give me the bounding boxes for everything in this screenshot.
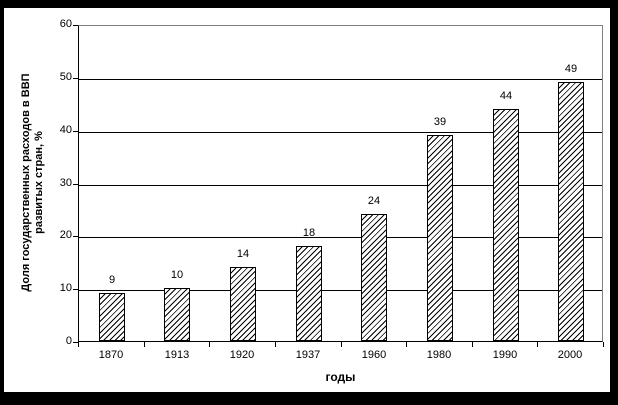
- bar-value-label-1980: 39: [433, 116, 447, 128]
- y-axis-title-line-1: Доля государственных расходов в ВВП: [20, 73, 32, 292]
- chart-canvas: Доля государственных расходов в ВВП разв…: [4, 8, 610, 392]
- y-tick-mark-20: [73, 236, 78, 237]
- bar-2000: [558, 82, 584, 341]
- y-tick-label-50: 50: [59, 71, 72, 83]
- bar-1870: [99, 293, 125, 341]
- plot-area: 9 10 14 18 24 39 44 49: [78, 25, 603, 342]
- x-tick-mark-6: [472, 342, 473, 347]
- bar-1920: [230, 267, 256, 341]
- x-tick-mark-7: [537, 342, 538, 347]
- bar-1960: [361, 214, 387, 341]
- x-tick-mark-0: [78, 342, 79, 347]
- x-tick-mark-1: [144, 342, 145, 347]
- x-tick-mark-5: [406, 342, 407, 347]
- bar-value-label-1920: 14: [236, 248, 250, 260]
- bar-1980: [427, 135, 453, 341]
- x-tick-label-1913: 1913: [164, 349, 190, 361]
- y-tick-label-10: 10: [59, 282, 72, 294]
- y-tick-mark-60: [73, 25, 78, 26]
- x-tick-label-1960: 1960: [361, 349, 387, 361]
- gridline-20: [79, 237, 602, 239]
- x-tick-mark-3: [275, 342, 276, 347]
- y-tick-mark-0: [73, 342, 78, 343]
- y-tick-label-40: 40: [59, 124, 72, 136]
- x-tick-label-1920: 1920: [229, 349, 255, 361]
- bar-1990: [493, 109, 519, 341]
- bar-1913: [164, 288, 190, 341]
- y-tick-label-60: 60: [59, 18, 72, 30]
- y-tick-label-0: 0: [65, 335, 72, 347]
- x-tick-label-2000: 2000: [557, 349, 583, 361]
- x-tick-label-1990: 1990: [492, 349, 518, 361]
- gridline-40: [79, 131, 602, 133]
- bar-value-label-1870: 9: [108, 274, 116, 286]
- bar-value-label-1913: 10: [170, 269, 184, 281]
- bar-value-label-2000: 49: [564, 63, 578, 75]
- x-tick-label-1980: 1980: [426, 349, 452, 361]
- y-tick-mark-30: [73, 184, 78, 185]
- bar-value-label-1960: 24: [367, 195, 381, 207]
- y-tick-label-20: 20: [59, 229, 72, 241]
- x-tick-label-1870: 1870: [98, 349, 124, 361]
- bar-1937: [296, 246, 322, 341]
- y-tick-mark-50: [73, 78, 78, 79]
- y-tick-label-30: 30: [59, 177, 72, 189]
- x-tick-mark-8: [603, 342, 604, 347]
- x-tick-label-1937: 1937: [295, 349, 321, 361]
- y-tick-mark-40: [73, 131, 78, 132]
- bar-value-label-1937: 18: [302, 227, 316, 239]
- x-tick-mark-4: [341, 342, 342, 347]
- x-tick-mark-2: [209, 342, 210, 347]
- y-tick-mark-10: [73, 289, 78, 290]
- gridline-50: [79, 78, 602, 80]
- bar-value-label-1990: 44: [499, 90, 513, 102]
- x-axis-title: годы: [325, 370, 356, 384]
- gridline-30: [79, 184, 602, 186]
- gridline-10: [79, 290, 602, 292]
